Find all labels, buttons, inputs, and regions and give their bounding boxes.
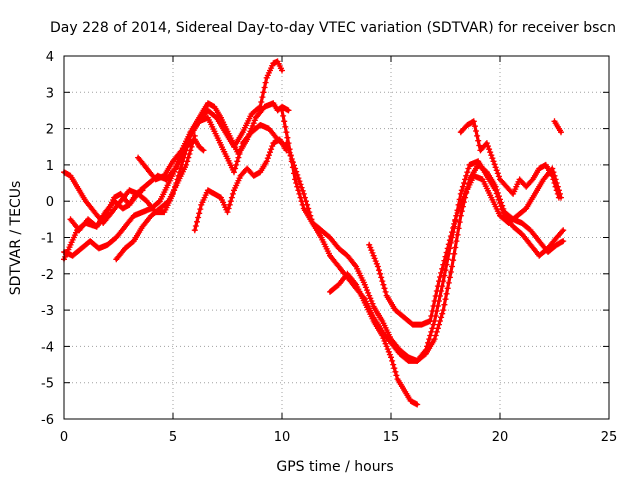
y-tick-label: -4 (41, 340, 54, 355)
y-tick-label: -1 (41, 232, 54, 247)
y-tick-label: 4 (46, 50, 54, 65)
x-tick-label: 15 (383, 430, 400, 445)
y-tick-label: 2 (46, 123, 54, 138)
series-track-7 (191, 136, 290, 234)
data-series (61, 58, 567, 408)
series-points (551, 118, 564, 136)
series-track-12 (457, 118, 562, 201)
y-tick-label: 0 (46, 195, 54, 210)
series-points (366, 165, 564, 328)
series-track-13 (551, 118, 564, 136)
series-points (327, 270, 421, 408)
series-points (67, 187, 146, 234)
x-tick-label: 0 (60, 430, 68, 445)
y-tick-label: -6 (41, 413, 54, 428)
series-track-9 (283, 140, 567, 364)
x-axis-label: GPS time / hours (276, 459, 393, 475)
series-track-6 (135, 114, 290, 183)
plot-frame (63, 55, 610, 420)
y-tick-label: 1 (46, 159, 54, 174)
series-points (191, 136, 290, 234)
y-axis-label: SDTVAR / TECUs (8, 181, 24, 296)
y-tick-label: -3 (41, 304, 54, 319)
series-points (135, 114, 290, 183)
series-track-11 (366, 165, 564, 328)
y-tick-label: -2 (41, 268, 54, 283)
series-track-5 (113, 132, 198, 263)
y-tick-label: -5 (41, 377, 54, 392)
x-tick-label: 20 (492, 430, 509, 445)
x-tick-labels: 0 5 10 15 20 25 (60, 430, 617, 445)
series-points (283, 140, 567, 364)
x-tick-label: 5 (169, 430, 177, 445)
x-tick-label: 25 (601, 430, 618, 445)
series-points (113, 132, 198, 263)
x-tick-label: 10 (274, 430, 291, 445)
y-tick-label: 3 (46, 86, 54, 101)
grid (64, 56, 609, 419)
series-track-4 (67, 187, 146, 234)
series-points (457, 118, 562, 201)
y-tick-labels: 4 3 2 1 0 -1 -2 -3 -4 -5 -6 (41, 50, 54, 428)
series-track-10 (327, 270, 421, 408)
series-line (328, 272, 419, 407)
chart-title: Day 228 of 2014, Sidereal Day-to-day VTE… (50, 20, 616, 36)
